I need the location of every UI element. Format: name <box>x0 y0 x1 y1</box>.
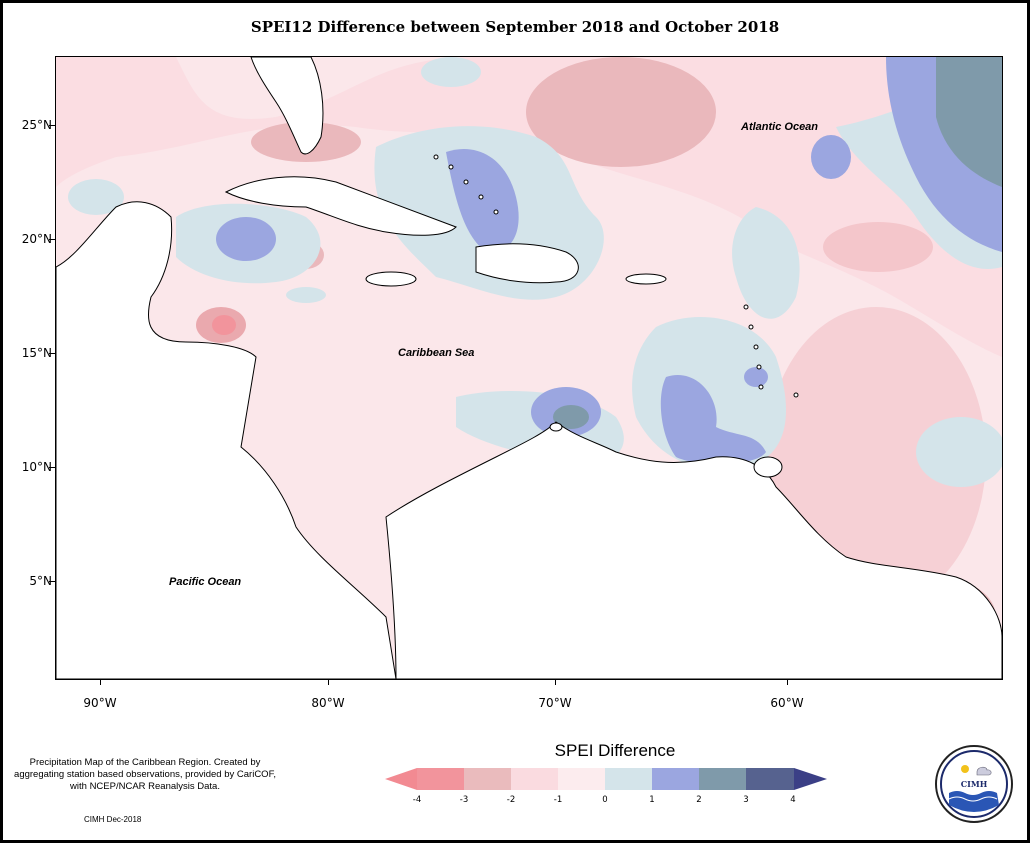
lon-tick <box>555 679 556 685</box>
legend-tick-label: -3 <box>459 795 469 805</box>
cimh-logo: CIMH <box>935 745 1013 823</box>
legend-tick-label: 3 <box>743 795 749 805</box>
lat-label-5n: 5°N <box>29 574 52 588</box>
legend-swatch <box>605 768 652 790</box>
lon-tick <box>787 679 788 685</box>
lon-tick <box>100 679 101 685</box>
lat-tick <box>49 239 55 240</box>
lat-label-25n: 25°N <box>21 118 52 132</box>
label-atlantic-ocean: Atlantic Ocean <box>741 121 819 133</box>
lat-tick <box>49 581 55 582</box>
legend-swatch <box>652 768 699 790</box>
lon-label-90w: 90°W <box>83 696 117 710</box>
legend-colorbar <box>385 768 827 790</box>
legend-tick-label: -4 <box>412 795 422 805</box>
legend-swatch <box>746 768 794 790</box>
legend-swatch <box>417 768 464 790</box>
lon-label-60w: 60°W <box>770 696 804 710</box>
legend-tick-label: -1 <box>553 795 563 805</box>
legend-swatch <box>464 768 511 790</box>
lat-tick <box>49 353 55 354</box>
legend-swatch <box>511 768 558 790</box>
logo-graphic-icon <box>940 750 1008 818</box>
lon-tick <box>328 679 329 685</box>
footer-note: Precipitation Map of the Caribbean Regio… <box>14 757 276 792</box>
logo-text: CIMH <box>960 779 988 789</box>
label-caribbean-sea: Caribbean Sea <box>398 347 475 359</box>
lat-label-10n: 10°N <box>21 460 52 474</box>
legend-tick-label: 4 <box>790 795 796 805</box>
map-panel: Atlantic Ocean Caribbean Sea Pacific Oce… <box>55 56 1003 680</box>
spei-field <box>56 57 1002 679</box>
footer-credit: CIMH Dec-2018 <box>84 815 142 824</box>
legend-tick-label: 1 <box>649 795 655 805</box>
lat-label-20n: 20°N <box>21 232 52 246</box>
legend-swatch <box>699 768 746 790</box>
legend-tick-label: -2 <box>506 795 516 805</box>
lat-tick <box>49 467 55 468</box>
lon-label-80w: 80°W <box>311 696 345 710</box>
lon-label-70w: 70°W <box>538 696 572 710</box>
legend-extend-low <box>385 768 417 790</box>
legend-extend-high <box>794 768 827 790</box>
legend-tick-label: 2 <box>696 795 702 805</box>
lat-tick <box>49 125 55 126</box>
legend-tick-label: 0 <box>602 795 608 805</box>
legend-swatch <box>558 768 605 790</box>
legend-title: SPEI Difference <box>554 741 676 760</box>
label-pacific-ocean: Pacific Ocean <box>169 576 242 588</box>
map-title: SPEI12 Difference between September 2018… <box>250 18 780 36</box>
lat-label-15n: 15°N <box>21 346 52 360</box>
